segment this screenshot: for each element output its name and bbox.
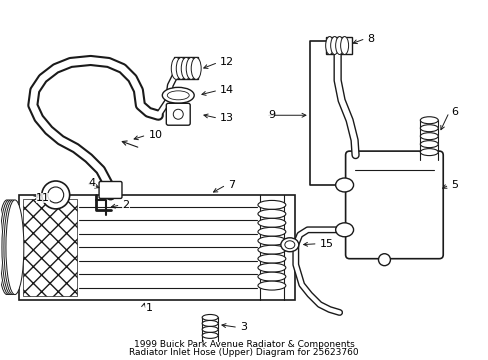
Ellipse shape xyxy=(181,58,191,80)
Ellipse shape xyxy=(202,320,218,327)
Ellipse shape xyxy=(420,117,437,124)
Ellipse shape xyxy=(202,327,218,332)
Bar xyxy=(23,199,77,296)
Ellipse shape xyxy=(162,87,194,103)
Text: 1: 1 xyxy=(145,302,152,312)
Ellipse shape xyxy=(0,200,16,294)
Text: Radiator Inlet Hose (Upper) Diagram for 25623760: Radiator Inlet Hose (Upper) Diagram for … xyxy=(129,348,358,357)
Ellipse shape xyxy=(258,201,285,210)
Ellipse shape xyxy=(258,272,285,281)
Bar xyxy=(19,195,294,300)
Text: 12: 12 xyxy=(220,58,234,67)
Text: 3: 3 xyxy=(240,323,246,332)
Ellipse shape xyxy=(325,37,333,54)
Ellipse shape xyxy=(285,241,294,249)
FancyBboxPatch shape xyxy=(345,151,442,259)
Ellipse shape xyxy=(176,58,186,80)
FancyBboxPatch shape xyxy=(166,103,190,125)
Text: 8: 8 xyxy=(367,33,374,44)
Ellipse shape xyxy=(420,125,437,132)
Text: 7: 7 xyxy=(227,180,235,190)
FancyBboxPatch shape xyxy=(99,181,122,198)
Ellipse shape xyxy=(335,178,353,192)
Ellipse shape xyxy=(420,133,437,140)
Ellipse shape xyxy=(420,141,437,148)
Bar xyxy=(325,37,351,54)
Text: 14: 14 xyxy=(220,85,234,95)
Ellipse shape xyxy=(330,37,338,54)
Ellipse shape xyxy=(340,37,348,54)
Text: 15: 15 xyxy=(319,239,333,249)
Text: 13: 13 xyxy=(220,113,234,123)
Bar xyxy=(174,58,198,80)
Ellipse shape xyxy=(258,254,285,263)
Ellipse shape xyxy=(2,200,20,294)
Text: 9: 9 xyxy=(267,110,274,120)
Ellipse shape xyxy=(258,227,285,236)
Ellipse shape xyxy=(280,238,298,252)
Ellipse shape xyxy=(258,245,285,254)
Text: 1999 Buick Park Avenue Radiator & Components: 1999 Buick Park Avenue Radiator & Compon… xyxy=(133,340,354,349)
Text: 11: 11 xyxy=(36,193,50,203)
Ellipse shape xyxy=(167,91,189,100)
Ellipse shape xyxy=(202,332,218,338)
Ellipse shape xyxy=(202,315,218,320)
Circle shape xyxy=(378,254,389,266)
Circle shape xyxy=(48,187,63,203)
Ellipse shape xyxy=(191,58,201,80)
Ellipse shape xyxy=(186,58,196,80)
Text: 6: 6 xyxy=(450,107,457,117)
Circle shape xyxy=(41,181,69,209)
Ellipse shape xyxy=(258,281,285,290)
Ellipse shape xyxy=(258,210,285,219)
Ellipse shape xyxy=(4,200,22,294)
Ellipse shape xyxy=(6,200,24,294)
Text: 2: 2 xyxy=(122,200,129,210)
Ellipse shape xyxy=(420,149,437,156)
Circle shape xyxy=(173,109,183,119)
Text: 5: 5 xyxy=(450,180,457,190)
Ellipse shape xyxy=(335,223,353,237)
Ellipse shape xyxy=(258,263,285,272)
Text: 10: 10 xyxy=(148,130,162,140)
Ellipse shape xyxy=(258,219,285,227)
Ellipse shape xyxy=(258,236,285,245)
Ellipse shape xyxy=(0,200,18,294)
Ellipse shape xyxy=(171,58,181,80)
Ellipse shape xyxy=(335,37,343,54)
Text: 4: 4 xyxy=(88,178,96,188)
